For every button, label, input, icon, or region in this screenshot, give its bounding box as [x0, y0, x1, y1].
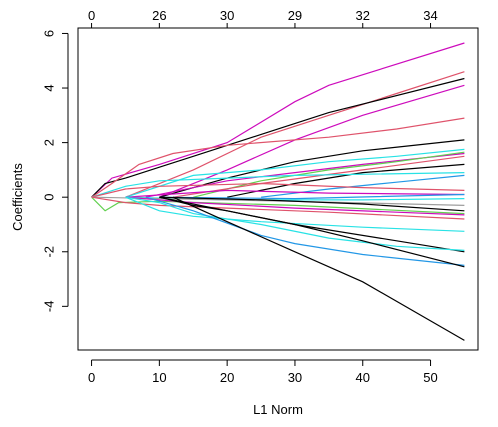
- top-tick-label: 30: [220, 8, 234, 23]
- x-axis-label: L1 Norm: [253, 402, 303, 417]
- coefficient-paths: [91, 42, 465, 341]
- x-tick-label: 50: [423, 370, 437, 385]
- top-tick-label: 32: [356, 8, 370, 23]
- y-tick-label: 0: [41, 194, 56, 201]
- coefficient-path-27: [159, 196, 465, 268]
- coefficient-path-7: [125, 148, 465, 198]
- coefficient-path-16: [159, 193, 465, 200]
- x-tick-label: 30: [288, 370, 302, 385]
- top-tick-label: 26: [152, 8, 166, 23]
- y-tick-label: -4: [41, 301, 56, 313]
- y-axis-label: Coefficients: [10, 163, 25, 231]
- coefficient-path-3: [91, 77, 465, 198]
- coefficient-path-12: [261, 174, 465, 198]
- coefficient-path-1: [91, 42, 465, 198]
- coefficient-path-10: [172, 155, 465, 198]
- top-tick-label: 29: [288, 8, 302, 23]
- y-tick-label: 2: [41, 139, 56, 146]
- coefficient-path-25: [125, 196, 465, 251]
- coefficient-path-9: [193, 151, 465, 198]
- x-tick-label: 40: [356, 370, 370, 385]
- top-tick-label: 34: [423, 8, 437, 23]
- x-axis-bottom: 0 10 20 30 40 50: [88, 359, 438, 385]
- coefficient-path-20: [91, 196, 465, 215]
- coefficient-path-19: [159, 196, 465, 212]
- y-tick-label: 6: [41, 30, 56, 37]
- coefficient-path-26: [145, 196, 465, 266]
- coefficient-path-8: [145, 152, 465, 198]
- x-tick-label: 10: [152, 370, 166, 385]
- y-axis-left: -4 -2 0 2 4 6: [41, 30, 69, 313]
- coefficient-path-13: [91, 172, 465, 198]
- x-axis-top: 0 26 30 29 32 34: [88, 8, 438, 29]
- top-tick-label: 0: [88, 8, 95, 23]
- coefficient-path-22: [125, 196, 465, 216]
- coefficient-path-14: [91, 182, 465, 198]
- coefficient-path-5: [91, 117, 465, 198]
- coefficient-path-28: [172, 196, 465, 341]
- x-tick-label: 20: [220, 370, 234, 385]
- y-tick-label: 4: [41, 84, 56, 91]
- x-tick-label: 0: [88, 370, 95, 385]
- y-tick-label: -2: [41, 246, 56, 258]
- coefficient-path-11: [227, 163, 465, 198]
- coefficient-path-15: [125, 189, 465, 198]
- coefficient-path-2: [125, 71, 465, 198]
